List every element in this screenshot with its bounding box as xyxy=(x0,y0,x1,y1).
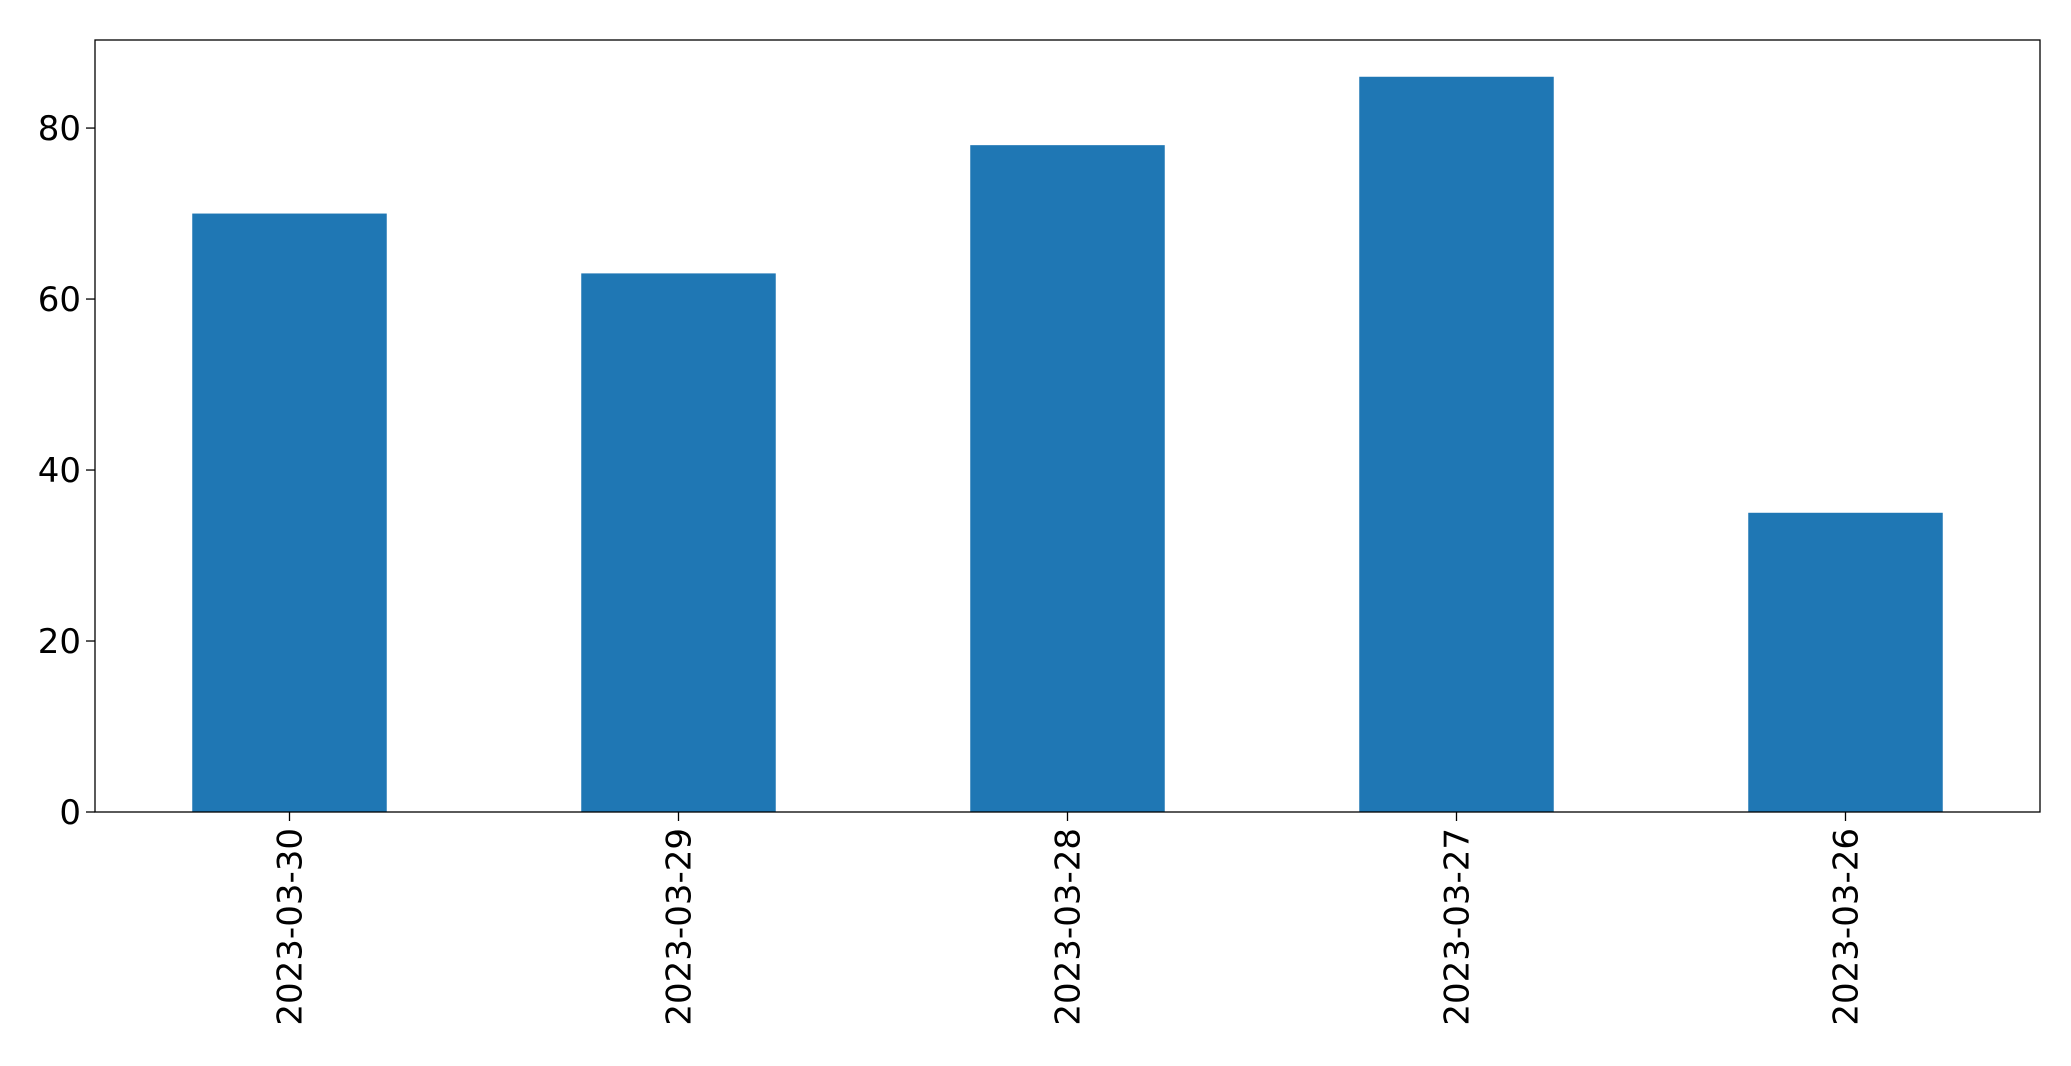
x-tick-label: 2023-03-28 xyxy=(1049,828,1089,1026)
x-tick-label: 2023-03-27 xyxy=(1438,828,1478,1026)
bar-2023-03-28 xyxy=(970,145,1165,813)
y-tick-label: 40 xyxy=(38,451,81,491)
bar-2023-03-26 xyxy=(1748,512,1943,812)
bar-2023-03-30 xyxy=(192,213,387,812)
bar-2023-03-27 xyxy=(1359,76,1554,812)
bar-2023-03-29 xyxy=(581,273,776,812)
x-tick-label: 2023-03-26 xyxy=(1827,828,1867,1026)
x-tick-label: 2023-03-30 xyxy=(271,828,311,1026)
y-tick-label: 60 xyxy=(38,280,81,320)
x-tick-label: 2023-03-29 xyxy=(660,828,700,1026)
y-tick-label: 0 xyxy=(59,793,81,833)
x-axis: 2023-03-30 2023-03-29 2023-03-28 2023-03-27… xyxy=(271,812,1867,1026)
y-tick-label: 20 xyxy=(38,622,81,662)
bars-group xyxy=(192,76,1943,813)
y-tick-label: 80 xyxy=(38,109,81,149)
y-axis: 0 20 40 60 80 xyxy=(38,109,95,833)
